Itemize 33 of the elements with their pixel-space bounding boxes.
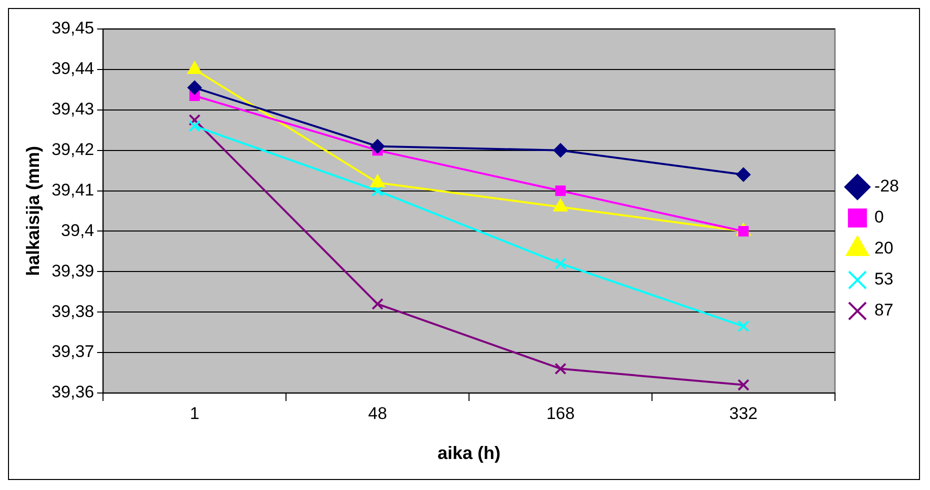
y-tick-label: 39,45 xyxy=(52,18,94,38)
point xyxy=(554,258,566,270)
y-tick-label: 39,36 xyxy=(52,382,94,402)
point xyxy=(738,378,750,391)
x-tick-label: 48 xyxy=(368,404,388,423)
y-axis-title: halkaisija (mm) xyxy=(22,146,43,276)
legend-label: 53 xyxy=(874,270,894,289)
point xyxy=(554,362,566,375)
y-tick-label: 39,4 xyxy=(61,220,94,240)
point xyxy=(554,143,568,158)
y-tick-label: 39,38 xyxy=(52,302,94,321)
x-tick-label: 1 xyxy=(190,404,200,423)
y-tick-label: 39,42 xyxy=(52,140,94,160)
legend-label: -28 xyxy=(874,176,900,196)
point xyxy=(188,114,201,126)
point xyxy=(736,168,750,182)
point xyxy=(555,186,566,196)
point xyxy=(188,80,202,95)
legend-label: 20 xyxy=(874,238,894,258)
point xyxy=(372,298,384,310)
x-tick-label: 332 xyxy=(729,404,758,423)
legend-label: 87 xyxy=(874,300,894,320)
y-tick-label: 39,44 xyxy=(52,59,94,78)
point xyxy=(370,139,385,154)
x-axis-title: aika (h) xyxy=(438,443,501,464)
y-tick-label: 39,37 xyxy=(52,342,94,362)
y-tick-label: 39,41 xyxy=(52,180,94,200)
y-tick-label: 39,43 xyxy=(52,100,94,119)
y-tick-label: 39,39 xyxy=(52,261,94,280)
x-tick-label: 168 xyxy=(546,404,575,423)
point xyxy=(738,320,750,332)
point xyxy=(188,120,201,132)
legend-label: 0 xyxy=(874,208,884,227)
